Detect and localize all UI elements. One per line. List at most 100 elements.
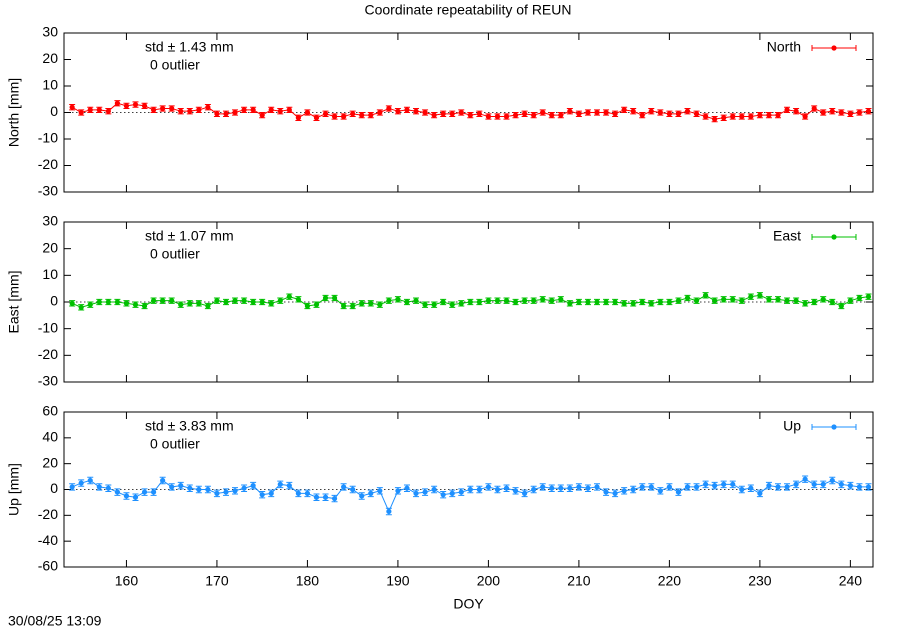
y-tick-label: 10 xyxy=(42,77,58,93)
data-point xyxy=(467,112,473,118)
data-point xyxy=(404,485,410,491)
data-point xyxy=(377,109,383,116)
data-point xyxy=(748,485,754,491)
y-tick-label: 0 xyxy=(50,293,58,309)
data-point xyxy=(865,294,872,300)
data-point xyxy=(205,486,211,493)
series-group xyxy=(69,292,872,311)
data-point xyxy=(594,109,600,116)
data-point xyxy=(675,298,682,304)
data-point xyxy=(503,113,510,120)
data-point xyxy=(684,484,691,490)
y-tick-label: -30 xyxy=(38,183,58,199)
data-point xyxy=(232,109,238,116)
data-point xyxy=(359,493,365,499)
data-point xyxy=(775,296,781,302)
data-point xyxy=(241,107,247,113)
data-point xyxy=(87,302,93,308)
data-point xyxy=(458,300,464,306)
x-axis-label: DOY xyxy=(453,596,484,612)
data-point xyxy=(350,111,356,117)
data-point xyxy=(476,111,482,117)
data-point xyxy=(331,113,338,120)
data-point xyxy=(657,299,663,305)
series-group xyxy=(69,100,872,123)
data-point xyxy=(748,113,754,120)
data-point xyxy=(847,111,853,117)
data-point xyxy=(739,298,745,304)
x-tick-label: 170 xyxy=(205,573,229,589)
data-point xyxy=(132,494,139,500)
data-point xyxy=(150,489,157,495)
data-point xyxy=(431,486,437,493)
data-point xyxy=(802,476,808,482)
data-point xyxy=(639,299,645,305)
x-tick-label: 240 xyxy=(839,573,863,589)
data-point xyxy=(856,295,863,301)
data-point xyxy=(69,484,75,490)
data-point xyxy=(811,299,817,305)
plot-frame xyxy=(63,411,874,568)
data-point xyxy=(603,299,609,305)
y-tick-label: -10 xyxy=(38,130,58,146)
data-point xyxy=(304,490,311,496)
data-point xyxy=(558,296,564,302)
data-point xyxy=(205,104,211,110)
data-point xyxy=(802,300,808,306)
data-point xyxy=(485,484,492,490)
data-point xyxy=(105,299,111,305)
y-tick-label: -40 xyxy=(38,532,58,548)
y-tick-label: -30 xyxy=(38,373,58,389)
data-point xyxy=(250,483,256,489)
data-point xyxy=(331,295,338,301)
data-point xyxy=(784,484,790,490)
series-line xyxy=(71,478,869,513)
data-point xyxy=(123,300,130,306)
data-point xyxy=(87,107,93,113)
x-tick-label: 210 xyxy=(567,573,591,589)
data-point xyxy=(78,304,84,310)
data-point xyxy=(214,490,220,496)
data-point xyxy=(657,109,663,116)
data-point xyxy=(639,112,645,118)
series-group xyxy=(69,475,872,516)
chart-title: Coordinate repeatability of REUN xyxy=(365,2,572,18)
data-point xyxy=(250,299,256,305)
data-point xyxy=(829,299,835,305)
data-point xyxy=(87,477,93,484)
data-point xyxy=(259,112,265,118)
data-point xyxy=(594,484,600,490)
data-point xyxy=(359,300,365,306)
data-point xyxy=(621,107,627,113)
data-point xyxy=(585,299,591,305)
data-point xyxy=(531,486,537,493)
x-tick-label: 220 xyxy=(658,573,682,589)
data-point xyxy=(105,108,111,114)
data-point xyxy=(386,298,392,304)
data-point xyxy=(341,484,347,490)
data-point xyxy=(241,485,247,491)
data-point xyxy=(413,490,419,496)
data-point xyxy=(150,298,157,304)
data-point xyxy=(702,481,709,487)
y-tick-label: -20 xyxy=(38,506,58,522)
data-point xyxy=(304,109,311,116)
data-point xyxy=(838,481,844,487)
y-tick-label: 30 xyxy=(42,24,58,40)
data-point xyxy=(286,483,292,489)
data-point xyxy=(449,111,455,117)
data-point xyxy=(322,494,329,500)
y-tick-label: 30 xyxy=(42,213,58,229)
data-point xyxy=(440,111,446,117)
data-point xyxy=(693,484,700,490)
y-tick-label: 0 xyxy=(50,480,58,496)
data-point xyxy=(802,113,808,120)
data-point xyxy=(567,485,573,491)
data-point xyxy=(69,104,75,110)
data-point xyxy=(730,481,736,487)
data-point xyxy=(160,105,166,112)
data-point xyxy=(630,108,636,114)
data-point xyxy=(540,484,546,490)
data-point xyxy=(96,107,102,113)
std-annotation: std ± 1.43 mm xyxy=(145,39,234,55)
